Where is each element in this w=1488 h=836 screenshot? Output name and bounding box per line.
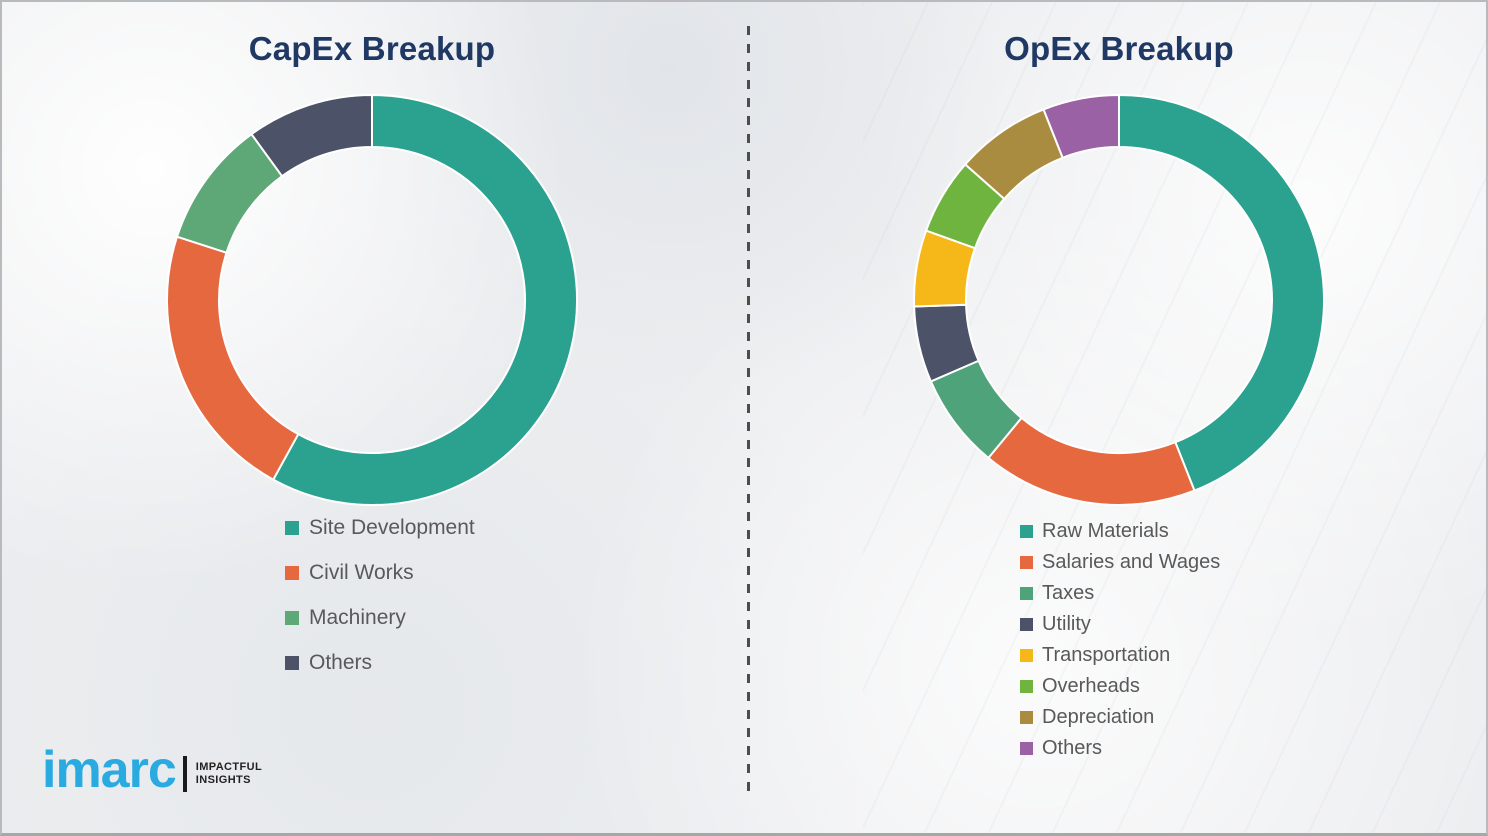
legend-swatch-site-development — [285, 521, 299, 535]
legend-item-salaries-and-wages: Salaries and Wages — [1020, 551, 1220, 574]
opex-donut-chart — [913, 94, 1325, 506]
donut-segment-site-development — [272, 94, 578, 506]
legend-label: Site Development — [309, 516, 475, 539]
legend-item-site-development: Site Development — [285, 516, 475, 540]
legend-swatch-others — [1020, 742, 1033, 755]
donut-segment-salaries-and-wages — [987, 416, 1196, 506]
legend-label: Machinery — [309, 606, 406, 629]
donut-segment-others — [1042, 94, 1120, 159]
legend-label: Civil Works — [309, 561, 414, 584]
logo-tagline-line1: IMPACTFUL — [195, 761, 263, 773]
imarc-wordmark: imarc — [42, 741, 177, 799]
legend-swatch-transportation — [1020, 649, 1033, 662]
legend-swatch-salaries-and-wages — [1020, 556, 1033, 569]
donut-segment-others — [250, 94, 373, 178]
donut-segment-civil-works — [166, 235, 300, 481]
legend-item-civil-works: Civil Works — [285, 561, 475, 585]
opex-legend: Raw Materials Salaries and Wages Taxes Util… — [1020, 520, 1220, 768]
capex-donut-chart — [166, 94, 578, 506]
logo-tagline: IMPACTFUL INSIGHTS — [196, 761, 262, 787]
logo-tagline-line2: INSIGHTS — [195, 774, 251, 786]
legend-item-utility: Utility — [1020, 613, 1220, 636]
capex-legend: Site Development Civil Works Machinery Othe… — [285, 516, 475, 696]
legend-swatch-civil-works — [285, 566, 299, 580]
legend-item-depreciation: Depreciation — [1020, 706, 1220, 729]
logo-divider-bar — [182, 756, 187, 792]
legend-label: Others — [309, 651, 373, 674]
legend-item-raw-materials: Raw Materials — [1020, 520, 1220, 543]
legend-swatch-overheads — [1020, 680, 1033, 693]
legend-label: Raw Materials — [1042, 520, 1169, 542]
legend-item-others: Others — [1020, 737, 1220, 760]
legend-swatch-machinery — [285, 611, 299, 625]
opex-chart-title: OpEx Breakup — [1004, 30, 1234, 67]
legend-swatch-taxes — [1020, 587, 1033, 600]
center-divider — [747, 26, 750, 792]
legend-item-machinery: Machinery — [285, 606, 475, 630]
legend-label: Transportation — [1042, 644, 1171, 666]
legend-swatch-utility — [1020, 618, 1033, 631]
legend-swatch-raw-materials — [1020, 525, 1033, 538]
legend-label: Depreciation — [1042, 706, 1155, 728]
donut-segment-raw-materials — [1118, 94, 1325, 492]
legend-swatch-others — [285, 656, 299, 670]
legend-item-taxes: Taxes — [1020, 582, 1220, 605]
legend-item-others: Others — [285, 651, 475, 675]
legend-item-transportation: Transportation — [1020, 644, 1220, 667]
legend-label: Utility — [1042, 613, 1091, 635]
legend-label: Others — [1042, 737, 1103, 759]
capex-chart-title: CapEx Breakup — [248, 30, 496, 67]
legend-item-overheads: Overheads — [1020, 675, 1220, 698]
legend-label: Taxes — [1042, 582, 1095, 604]
legend-swatch-depreciation — [1020, 711, 1033, 724]
imarc-logo: imarc IMPACTFUL INSIGHTS — [42, 744, 262, 796]
legend-label: Overheads — [1042, 675, 1140, 697]
legend-label: Salaries and Wages — [1042, 551, 1221, 573]
